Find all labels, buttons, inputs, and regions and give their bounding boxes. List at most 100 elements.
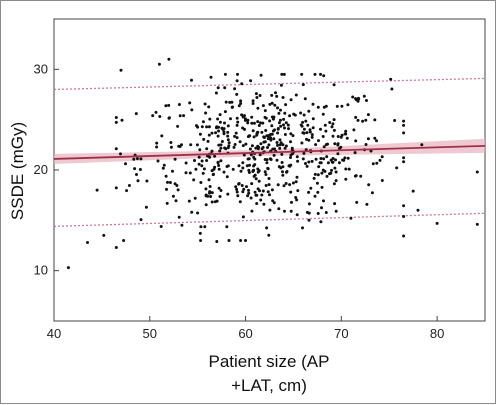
data-point <box>329 171 333 175</box>
data-point <box>284 144 288 148</box>
data-point <box>145 179 149 183</box>
data-point <box>276 143 279 147</box>
data-point <box>237 182 241 185</box>
data-point <box>174 199 178 203</box>
data-point <box>311 102 315 106</box>
data-point <box>277 207 281 211</box>
data-point <box>303 97 307 101</box>
data-point <box>301 120 305 124</box>
data-point <box>314 143 318 147</box>
data-point <box>258 94 262 97</box>
data-point <box>260 193 264 197</box>
data-point <box>241 190 245 194</box>
data-point <box>238 200 242 204</box>
data-point <box>233 143 237 146</box>
data-point <box>344 129 348 133</box>
data-point <box>171 169 174 173</box>
data-point <box>164 174 168 178</box>
data-point <box>268 193 271 197</box>
data-point <box>194 167 198 171</box>
data-point <box>354 174 358 178</box>
data-point <box>402 119 406 123</box>
data-point <box>260 147 264 151</box>
data-point <box>290 200 293 204</box>
data-point <box>253 163 257 167</box>
data-point <box>230 105 234 109</box>
data-point <box>262 140 266 144</box>
data-point <box>203 102 207 106</box>
data-point <box>200 125 204 129</box>
data-point <box>122 239 126 242</box>
data-point <box>204 187 208 191</box>
data-point <box>305 164 309 168</box>
data-point <box>151 114 155 118</box>
data-point <box>319 72 322 76</box>
data-point <box>222 132 226 136</box>
data-point <box>287 127 290 131</box>
data-point <box>218 113 222 117</box>
regression-line <box>53 144 486 160</box>
data-point <box>319 220 323 224</box>
data-point <box>247 134 251 138</box>
data-point <box>320 171 324 175</box>
y-tick-label: 20 <box>34 162 48 177</box>
data-point <box>250 121 254 125</box>
data-point <box>310 135 314 139</box>
data-point <box>235 136 239 140</box>
data-point <box>325 174 329 178</box>
data-point <box>355 200 359 204</box>
data-point <box>162 163 166 167</box>
data-point <box>226 130 230 134</box>
data-point <box>319 161 323 165</box>
data-point <box>207 178 211 182</box>
data-point <box>330 125 334 129</box>
data-point <box>236 194 240 198</box>
data-point <box>169 141 173 144</box>
data-point <box>320 185 324 189</box>
data-point <box>251 168 255 172</box>
data-point <box>180 223 184 227</box>
data-point <box>328 121 332 124</box>
data-point <box>283 133 287 136</box>
data-point <box>278 146 282 150</box>
data-point <box>271 199 275 203</box>
data-point <box>277 121 281 125</box>
data-point <box>302 127 306 131</box>
data-point <box>402 215 406 218</box>
data-point <box>323 169 327 173</box>
data-point <box>144 205 148 209</box>
data-point <box>364 143 368 146</box>
data-point <box>268 102 272 106</box>
data-point <box>289 156 292 159</box>
data-point <box>114 186 118 190</box>
data-point <box>278 138 282 142</box>
data-point <box>305 137 308 141</box>
data-point <box>301 157 305 161</box>
data-point <box>222 170 226 174</box>
data-point <box>224 100 228 104</box>
data-point <box>202 167 206 171</box>
data-point <box>275 141 279 144</box>
data-point <box>197 162 201 166</box>
data-point <box>247 188 250 192</box>
data-point <box>277 111 281 115</box>
data-point <box>95 188 99 192</box>
data-point <box>204 111 208 115</box>
data-point <box>321 112 325 116</box>
data-point <box>244 239 247 242</box>
data-point <box>395 166 399 170</box>
data-point <box>160 134 164 138</box>
data-point <box>294 180 298 184</box>
data-point <box>155 145 159 149</box>
data-point <box>291 181 295 185</box>
x-axis-title-line-1: Patient size (AP <box>209 352 330 371</box>
data-point <box>220 126 224 130</box>
data-point <box>276 131 280 135</box>
data-point <box>207 125 211 129</box>
data-point <box>316 173 320 177</box>
data-point <box>257 179 261 183</box>
data-point <box>235 187 239 191</box>
data-point <box>225 175 229 179</box>
data-point <box>310 159 314 163</box>
